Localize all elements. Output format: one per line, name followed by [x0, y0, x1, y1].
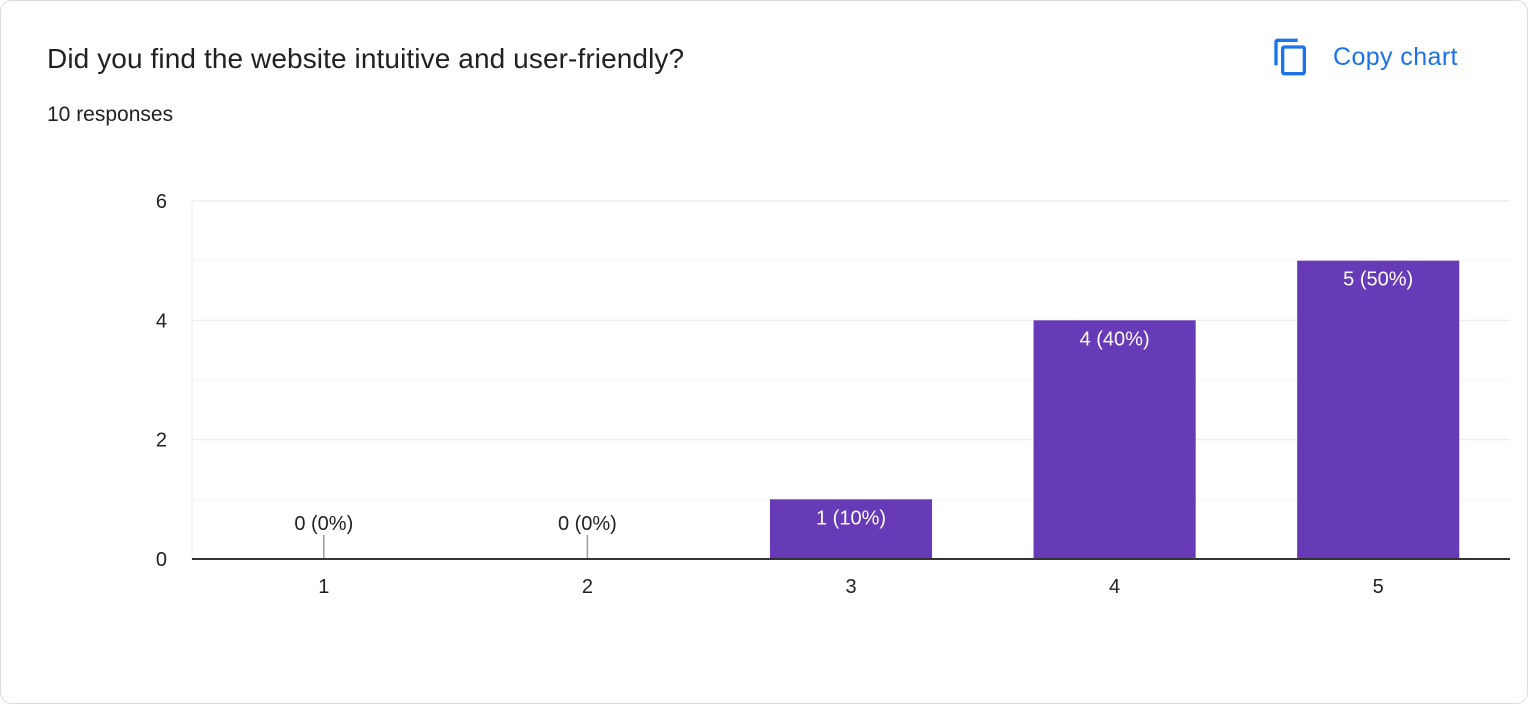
data-label: 0 (0%)	[294, 513, 353, 535]
bars	[323, 260, 1460, 559]
data-labels: 0 (0%) 0 (0%) 1 (10%) 4 (40%) 5 (50%)	[294, 269, 1413, 535]
x-tick-label: 4	[1109, 576, 1120, 598]
y-tick-label: 2	[156, 430, 167, 452]
data-label: 0 (0%)	[558, 513, 617, 535]
bar-5	[1297, 260, 1460, 559]
copy-chart-label: Copy chart	[1333, 42, 1458, 71]
copy-icon	[1274, 38, 1306, 76]
x-tick-label: 2	[582, 576, 593, 598]
y-tick-label: 4	[156, 310, 167, 332]
y-tick-label: 0	[156, 549, 167, 571]
y-tick-label: 6	[156, 191, 167, 213]
axes: 0 2 4 6 1 2 3 4 5	[156, 191, 1510, 598]
data-label: 4 (40%)	[1080, 328, 1150, 350]
x-tick-label: 1	[318, 576, 329, 598]
response-count: 10 responses	[47, 103, 174, 126]
data-label: 5 (50%)	[1343, 269, 1413, 291]
x-tick-label: 3	[845, 576, 856, 598]
bar-4	[1033, 320, 1196, 559]
gridlines	[191, 200, 1510, 559]
copy-chart-button[interactable]: Copy chart	[1263, 31, 1466, 83]
bar-3	[769, 499, 933, 559]
data-label: 1 (10%)	[816, 507, 886, 529]
question-title: Did you find the website intuitive and u…	[47, 43, 685, 74]
x-tick-label: 5	[1373, 576, 1384, 598]
